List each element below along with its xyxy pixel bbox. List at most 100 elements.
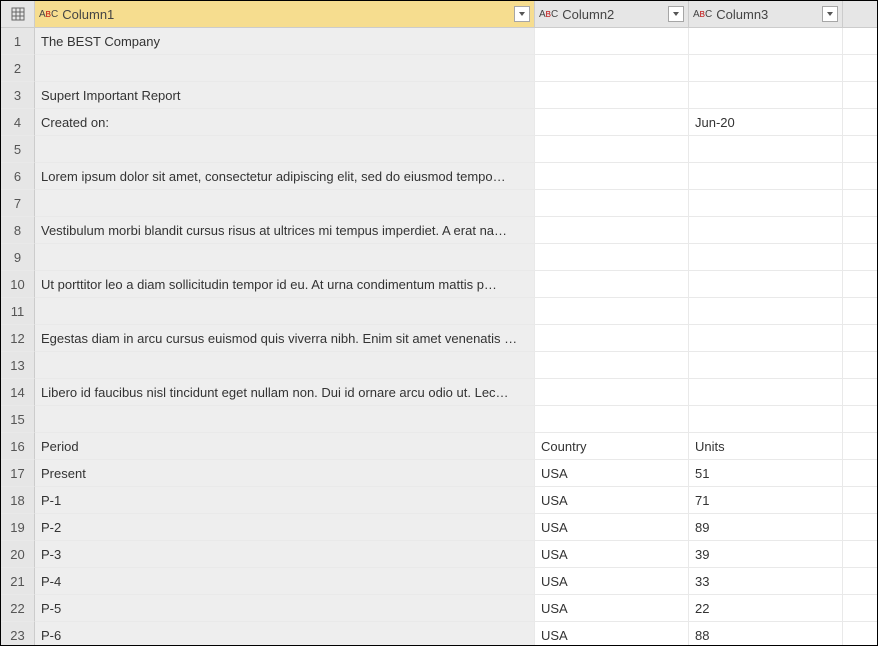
cell[interactable]: P-3 (35, 541, 535, 568)
cell[interactable]: P-1 (35, 487, 535, 514)
row-number[interactable]: 22 (1, 595, 35, 622)
cell[interactable] (535, 244, 689, 271)
cell[interactable] (689, 271, 843, 298)
row-number[interactable]: 9 (1, 244, 35, 271)
cell[interactable] (689, 325, 843, 352)
cell[interactable] (35, 352, 535, 379)
row-number[interactable]: 19 (1, 514, 35, 541)
cell[interactable]: Supert Important Report (35, 82, 535, 109)
cell[interactable] (689, 406, 843, 433)
cell[interactable] (689, 55, 843, 82)
cell[interactable] (35, 298, 535, 325)
cell[interactable] (689, 244, 843, 271)
row-number[interactable]: 15 (1, 406, 35, 433)
cell[interactable]: 22 (689, 595, 843, 622)
row-number[interactable]: 18 (1, 487, 35, 514)
row-number[interactable]: 2 (1, 55, 35, 82)
row-number[interactable]: 5 (1, 136, 35, 163)
cell[interactable]: 88 (689, 622, 843, 646)
row-number[interactable]: 11 (1, 298, 35, 325)
cell[interactable]: USA (535, 514, 689, 541)
column-header-3[interactable]: ABC Column3 (689, 1, 843, 28)
row-number[interactable]: 14 (1, 379, 35, 406)
cell[interactable] (689, 136, 843, 163)
column-header-1[interactable]: ABC Column1 (35, 1, 535, 28)
cell[interactable] (689, 163, 843, 190)
cell[interactable] (689, 352, 843, 379)
cell[interactable]: USA (535, 568, 689, 595)
cell[interactable] (535, 55, 689, 82)
cell[interactable]: Lorem ipsum dolor sit amet, consectetur … (35, 163, 535, 190)
cell[interactable]: Present (35, 460, 535, 487)
cell[interactable]: Created on: (35, 109, 535, 136)
cell[interactable] (689, 28, 843, 55)
row-number[interactable]: 12 (1, 325, 35, 352)
row-number[interactable]: 7 (1, 190, 35, 217)
cell[interactable] (535, 271, 689, 298)
row-number[interactable]: 16 (1, 433, 35, 460)
cell[interactable] (689, 298, 843, 325)
cell[interactable]: 33 (689, 568, 843, 595)
cell[interactable]: Country (535, 433, 689, 460)
cell[interactable] (535, 82, 689, 109)
column-filter-button[interactable] (668, 6, 684, 22)
cell[interactable]: 71 (689, 487, 843, 514)
cell[interactable]: Ut porttitor leo a diam sollicitudin tem… (35, 271, 535, 298)
column-filter-button[interactable] (822, 6, 838, 22)
row-number[interactable]: 20 (1, 541, 35, 568)
row-number[interactable]: 13 (1, 352, 35, 379)
cell[interactable] (535, 163, 689, 190)
cell[interactable] (35, 244, 535, 271)
cell[interactable] (535, 298, 689, 325)
row-number[interactable]: 1 (1, 28, 35, 55)
cell-value: 71 (695, 493, 836, 508)
cell[interactable] (35, 406, 535, 433)
row-number[interactable]: 10 (1, 271, 35, 298)
cell[interactable] (535, 379, 689, 406)
cell[interactable]: Period (35, 433, 535, 460)
cell[interactable]: Libero id faucibus nisl tincidunt eget n… (35, 379, 535, 406)
cell[interactable]: Vestibulum morbi blandit cursus risus at… (35, 217, 535, 244)
cell[interactable]: Units (689, 433, 843, 460)
cell[interactable]: Egestas diam in arcu cursus euismod quis… (35, 325, 535, 352)
cell[interactable] (535, 217, 689, 244)
row-number[interactable]: 23 (1, 622, 35, 646)
cell[interactable]: Jun-20 (689, 109, 843, 136)
cell[interactable] (689, 82, 843, 109)
cell[interactable]: P-2 (35, 514, 535, 541)
row-number[interactable]: 4 (1, 109, 35, 136)
cell[interactable] (535, 136, 689, 163)
cell[interactable]: USA (535, 487, 689, 514)
cell[interactable] (535, 406, 689, 433)
select-all-corner[interactable] (1, 1, 35, 28)
row-number[interactable]: 21 (1, 568, 35, 595)
cell[interactable]: USA (535, 595, 689, 622)
row-number[interactable]: 17 (1, 460, 35, 487)
cell[interactable] (35, 190, 535, 217)
row-number[interactable]: 8 (1, 217, 35, 244)
column-filter-button[interactable] (514, 6, 530, 22)
column-header-2[interactable]: ABC Column2 (535, 1, 689, 28)
cell[interactable] (35, 136, 535, 163)
cell[interactable]: P-5 (35, 595, 535, 622)
cell[interactable]: P-4 (35, 568, 535, 595)
cell[interactable] (535, 325, 689, 352)
cell[interactable]: 89 (689, 514, 843, 541)
cell[interactable]: USA (535, 541, 689, 568)
cell[interactable]: The BEST Company (35, 28, 535, 55)
row-number[interactable]: 3 (1, 82, 35, 109)
cell[interactable]: USA (535, 622, 689, 646)
cell[interactable]: 51 (689, 460, 843, 487)
cell[interactable]: USA (535, 460, 689, 487)
cell[interactable] (535, 109, 689, 136)
cell[interactable] (535, 190, 689, 217)
cell[interactable] (689, 190, 843, 217)
cell[interactable] (689, 379, 843, 406)
row-number[interactable]: 6 (1, 163, 35, 190)
cell[interactable] (535, 352, 689, 379)
cell[interactable] (535, 28, 689, 55)
cell[interactable]: 39 (689, 541, 843, 568)
cell[interactable]: P-6 (35, 622, 535, 646)
cell[interactable] (689, 217, 843, 244)
cell[interactable] (35, 55, 535, 82)
